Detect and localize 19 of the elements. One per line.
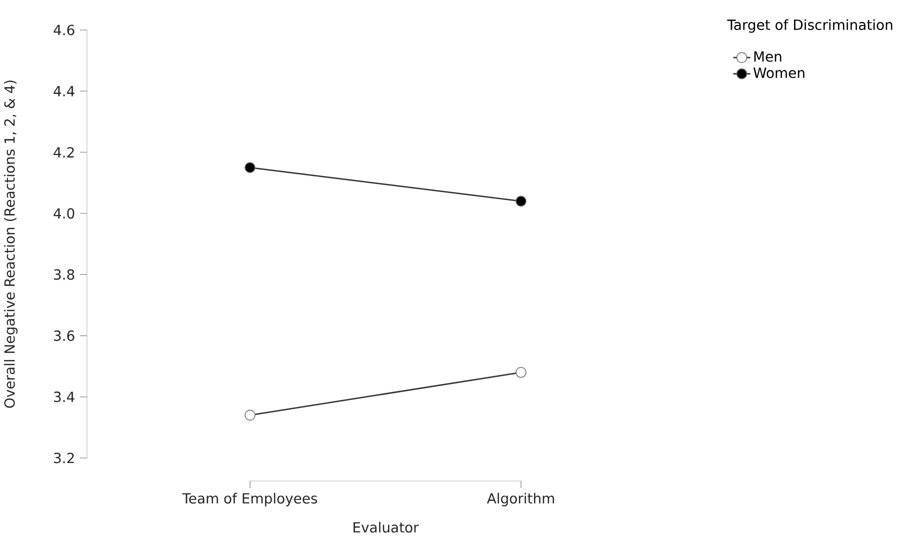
- y-tick-label: 4.0: [54, 208, 74, 219]
- x-axis-title: Evaluator: [354, 522, 419, 533]
- y-tick-label: 4.4: [54, 86, 74, 96]
- x-tick-label: Algorithm: [486, 492, 554, 506]
- point: [244, 410, 256, 421]
- y-tick-label: 3.2: [54, 452, 74, 464]
- point: [516, 196, 526, 207]
- y-axis-title: Overall Negative Reaction (Reactions 1, 2, & 4): [4, 80, 18, 408]
- legend-label: Men: [754, 51, 782, 62]
- legend-label: Women: [753, 68, 804, 78]
- y-tick-label: 3.4: [54, 392, 74, 402]
- y-tick-label: 4.6: [54, 24, 74, 36]
- y-tick-label: 4.2: [54, 147, 74, 158]
- x-tick-label: Team of Employees: [182, 492, 318, 506]
- y-tick-label: 3.8: [54, 269, 74, 280]
- point: [516, 366, 526, 378]
- y-tick-label: 3.6: [54, 330, 74, 341]
- legend-title: Target of Discrimination: [727, 19, 892, 33]
- point: [244, 162, 256, 173]
